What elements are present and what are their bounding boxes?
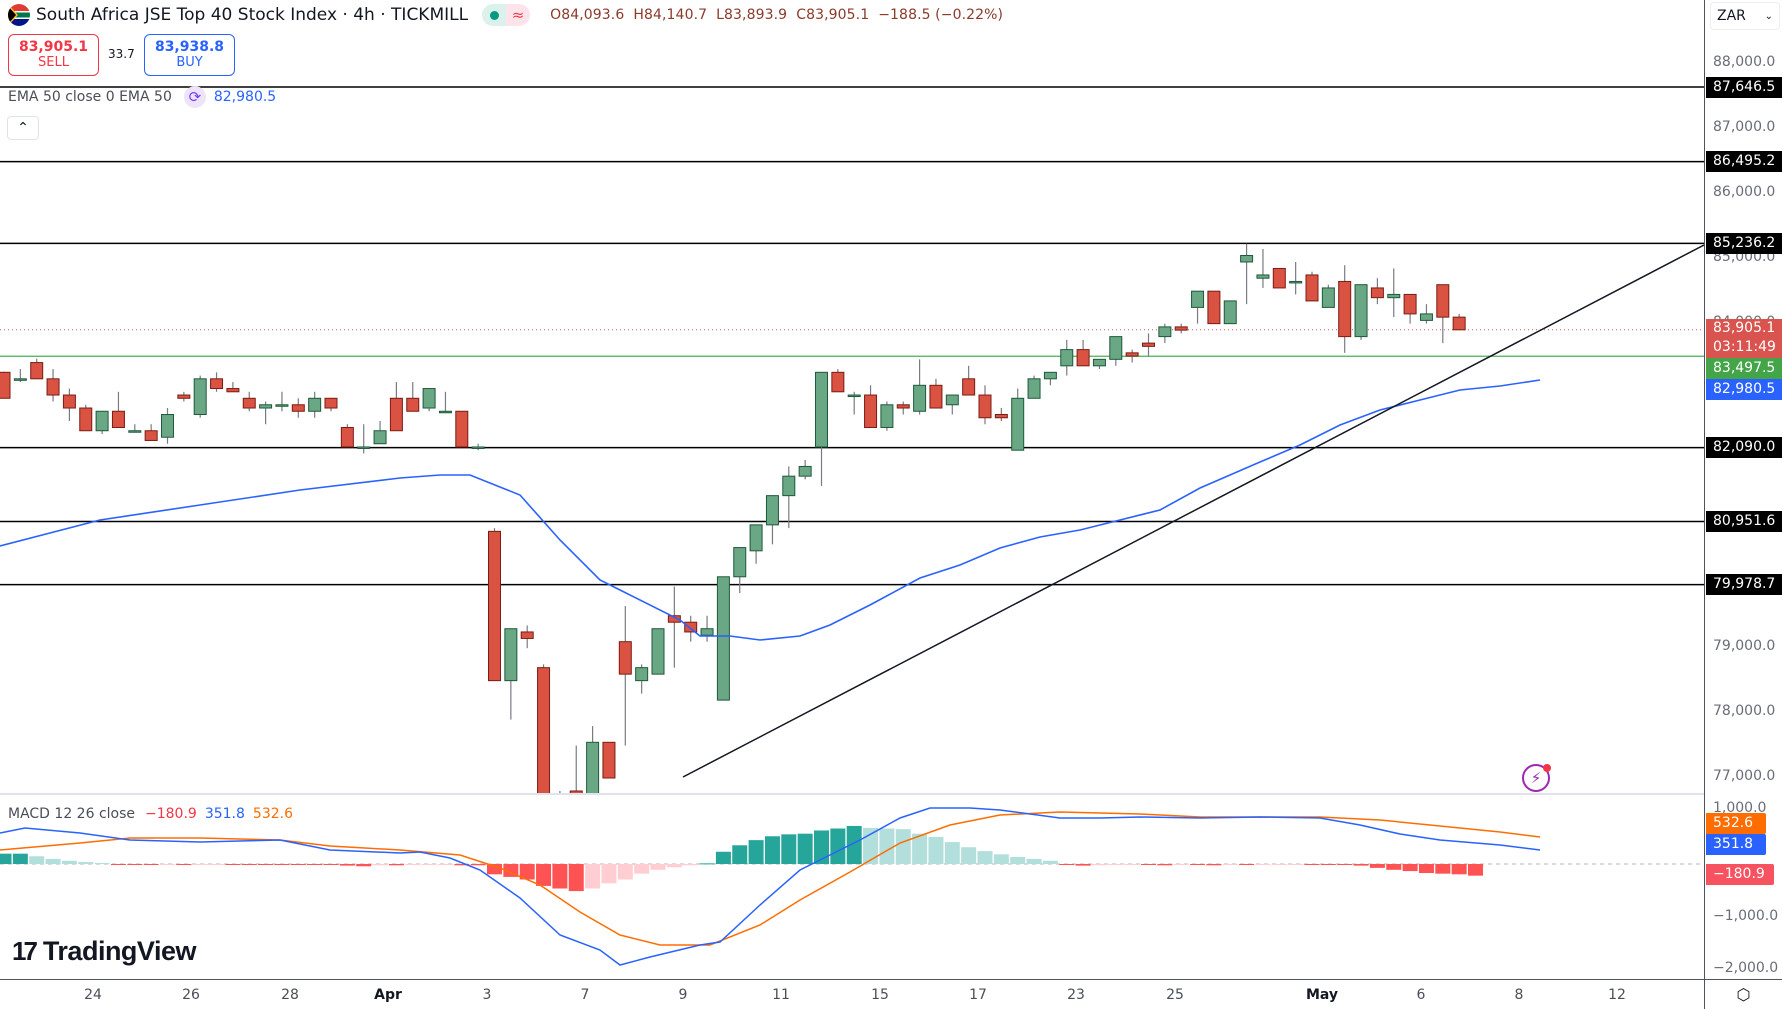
time-tick: 26 bbox=[182, 987, 200, 1003]
time-tick: 23 bbox=[1067, 987, 1085, 1003]
tradingview-wordmark: TradingView bbox=[42, 936, 197, 966]
currency-dropdown[interactable]: ZAR ⌄ bbox=[1710, 2, 1780, 30]
macd-signal-tag: 532.6 bbox=[1706, 813, 1766, 834]
ohlc-high: H84,140.7 bbox=[633, 7, 708, 23]
macd-histogram-value: −180.9 bbox=[145, 806, 197, 822]
time-tick: 11 bbox=[772, 987, 790, 1003]
level-tag[interactable]: 87,646.5 bbox=[1706, 77, 1782, 98]
macd-tick: −2,000.0 bbox=[1713, 960, 1779, 976]
sell-label: SELL bbox=[38, 55, 69, 70]
ohlc-close: C83,905.1 bbox=[796, 7, 870, 23]
time-tick: 15 bbox=[871, 987, 889, 1003]
symbol-title[interactable]: South Africa JSE Top 40 Stock Index · 4h… bbox=[36, 5, 469, 25]
chart-settings-button[interactable]: ⬡ bbox=[1704, 979, 1782, 1009]
ema-label: EMA 50 close 0 EMA 50 bbox=[8, 89, 172, 105]
last-price: 83,905.1 bbox=[1713, 320, 1776, 336]
macd-signal-value: 532.6 bbox=[252, 806, 294, 822]
price-tick: 88,000.0 bbox=[1713, 54, 1776, 70]
chevron-down-icon: ⌄ bbox=[1764, 10, 1773, 22]
macd-tick: 1,000.0 bbox=[1713, 800, 1767, 816]
macd-hist-tag: −180.9 bbox=[1706, 864, 1774, 885]
chevron-up-icon: ⌃ bbox=[17, 120, 29, 136]
delayed-data-icon: ≈ bbox=[506, 4, 531, 26]
time-tick: 17 bbox=[969, 987, 987, 1003]
last-price-tag[interactable]: 83,905.1 03:11:49 bbox=[1706, 319, 1782, 359]
time-tick: 25 bbox=[1166, 987, 1184, 1003]
south-africa-flag-icon bbox=[8, 4, 30, 26]
price-tick: 78,000.0 bbox=[1713, 703, 1776, 719]
level-tag[interactable]: 85,236.2 bbox=[1706, 233, 1782, 254]
macd-line-tag: 351.8 bbox=[1706, 834, 1766, 855]
buy-button[interactable]: 83,938.8 BUY bbox=[144, 34, 235, 76]
symbol-header: South Africa JSE Top 40 Stock Index · 4h… bbox=[8, 4, 1012, 26]
market-status[interactable]: ≈ bbox=[482, 4, 531, 26]
sell-price: 83,905.1 bbox=[18, 39, 89, 55]
spread-value: 33.7 bbox=[108, 47, 135, 61]
macd-tick: −1,000.0 bbox=[1713, 908, 1779, 924]
price-tick: 87,000.0 bbox=[1713, 119, 1776, 135]
time-tick: Apr bbox=[374, 987, 402, 1003]
currency-label: ZAR bbox=[1717, 8, 1746, 24]
macd-label: MACD 12 26 close bbox=[8, 806, 136, 822]
time-tick: May bbox=[1305, 987, 1339, 1003]
level-tag[interactable]: 80,951.6 bbox=[1706, 511, 1782, 532]
tradingview-logo[interactable]: 17 TradingView bbox=[12, 936, 196, 967]
refresh-cycle-icon[interactable]: ⟳ bbox=[183, 86, 206, 108]
price-tick: 79,000.0 bbox=[1713, 638, 1776, 654]
level-tag[interactable]: 79,978.7 bbox=[1706, 574, 1782, 595]
bar-countdown: 03:11:49 bbox=[1713, 339, 1776, 355]
time-tick: 9 bbox=[678, 987, 688, 1003]
time-tick: 24 bbox=[84, 987, 102, 1003]
green-level-tag[interactable]: 83,497.5 bbox=[1706, 358, 1782, 379]
time-axis[interactable]: 24 26 28 Apr 3 7 9 11 15 17 23 25 May 6 … bbox=[0, 979, 1704, 1009]
tradingview-mark-icon: 17 bbox=[12, 936, 38, 966]
ohlc-low: L83,893.9 bbox=[716, 7, 788, 23]
sell-button[interactable]: 83,905.1 SELL bbox=[8, 34, 99, 76]
macd-line-value: 351.8 bbox=[204, 806, 245, 822]
collapse-legend-button[interactable]: ⌃ bbox=[7, 116, 39, 140]
ohlc-change: −188.5 (−0.22%) bbox=[878, 7, 1004, 23]
price-tick: 86,000.0 bbox=[1713, 184, 1776, 200]
ohlc-values: O84,093.6 H84,140.7 L83,893.9 C83,905.1 −188… bbox=[550, 7, 1012, 23]
lightning-alert-icon[interactable]: ⚡ bbox=[1522, 764, 1551, 792]
buy-label: BUY bbox=[176, 55, 203, 70]
level-tag[interactable]: 86,495.2 bbox=[1706, 151, 1782, 172]
ohlc-open: O84,093.6 bbox=[550, 7, 625, 23]
level-tag[interactable]: 82,090.0 bbox=[1706, 437, 1782, 458]
pane-separator[interactable] bbox=[0, 793, 1704, 795]
time-tick: 8 bbox=[1514, 987, 1524, 1003]
macd-legend[interactable]: MACD 12 26 close −180.9 351.8 532.6 bbox=[8, 806, 293, 822]
price-tick: 77,000.0 bbox=[1713, 768, 1776, 784]
time-tick: 3 bbox=[482, 987, 492, 1003]
price-axis[interactable]: 88,000.0 87,000.0 86,000.0 85,000.0 84,0… bbox=[1704, 0, 1782, 979]
market-open-dot-icon bbox=[482, 4, 507, 26]
time-tick: 7 bbox=[580, 987, 590, 1003]
ema-tag: 82,980.5 bbox=[1706, 379, 1782, 400]
time-tick: 6 bbox=[1416, 987, 1426, 1003]
time-tick: 28 bbox=[281, 987, 299, 1003]
time-tick: 12 bbox=[1608, 987, 1626, 1003]
ema-value: 82,980.5 bbox=[213, 89, 277, 105]
ema-legend[interactable]: EMA 50 close 0 EMA 50 ⟳ 82,980.5 bbox=[8, 86, 276, 108]
gear-icon: ⬡ bbox=[1736, 985, 1751, 1004]
buy-price: 83,938.8 bbox=[154, 39, 225, 55]
